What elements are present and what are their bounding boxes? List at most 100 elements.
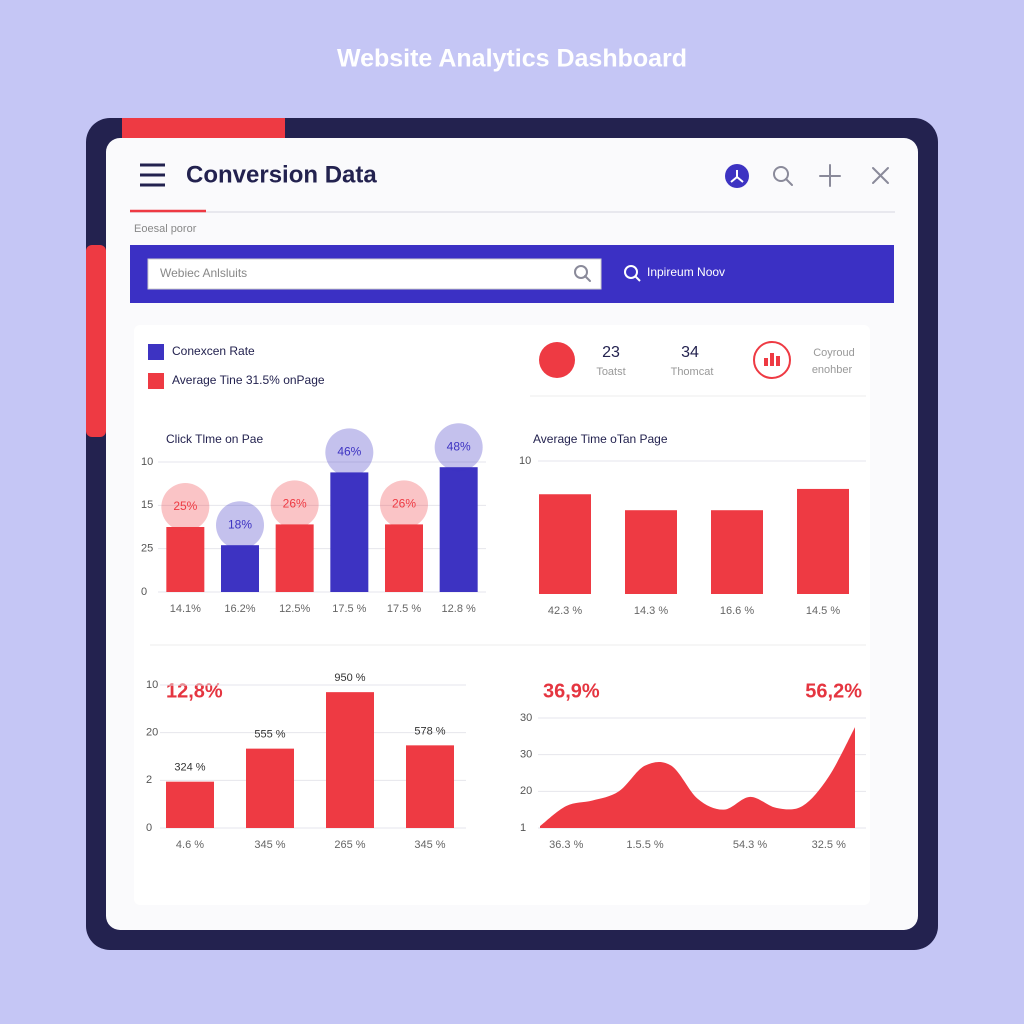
chart-title: Average Time oTan Page [533, 432, 668, 446]
y-axis-label: 10 [146, 679, 158, 691]
y-axis-label: 2 [146, 774, 152, 786]
y-axis-label: 20 [146, 727, 158, 739]
data-label: 25% [173, 499, 197, 513]
x-tick-label: 12.5% [279, 603, 310, 615]
search-glyph [574, 265, 588, 279]
data-label: 324 % [174, 762, 205, 774]
data-label: 26% [392, 497, 416, 511]
y-axis-label: 25 [141, 543, 153, 555]
legend-label: Conexcen Rate [172, 344, 255, 358]
search-glyph [773, 166, 789, 182]
x-tick-label: 345 % [414, 839, 445, 851]
stat-label: Thomcat [671, 366, 714, 378]
header-title: Conversion Data [186, 161, 377, 188]
data-label: 18% [228, 517, 252, 531]
label-bubble [161, 483, 210, 531]
glyph-bar [770, 353, 774, 366]
bar [385, 524, 423, 592]
search-button[interactable]: Inpireum Noov [624, 265, 725, 282]
stat-label: Coyroud [813, 347, 855, 359]
y-axis-label: 0 [141, 586, 147, 598]
x-tick-label: 14.3 % [634, 605, 668, 617]
bar [625, 510, 677, 594]
area [540, 727, 855, 828]
accent-top [122, 118, 285, 140]
bar [275, 524, 314, 592]
add-icon[interactable] [819, 164, 841, 187]
bar [330, 472, 369, 592]
search-input[interactable]: Webiec Anlsluits [147, 258, 602, 290]
search-glyph [785, 178, 793, 186]
glyph-bar [764, 358, 768, 366]
stat-label: Toatst [596, 366, 625, 378]
annotation: 56,2% [805, 680, 862, 702]
chart-title: Click Tlme on Pae [166, 432, 263, 446]
stat-icon [539, 342, 575, 378]
label-bubble [434, 423, 483, 472]
data-label: 555 % [254, 729, 285, 741]
data-label: 46% [337, 445, 361, 459]
content-card [134, 325, 870, 905]
glyph-bar [776, 356, 780, 366]
search-icon[interactable] [773, 166, 793, 186]
x-tick-label: 345 % [254, 839, 285, 851]
bar [326, 692, 374, 828]
bar [439, 467, 478, 592]
label-bubble [380, 480, 428, 529]
data-label: 950 % [334, 672, 365, 684]
bar [221, 545, 259, 592]
search-glyph [584, 275, 591, 282]
x-tick-label: 32.5 % [812, 839, 846, 851]
stat-glyph [764, 353, 780, 366]
data-label: 26% [283, 497, 307, 511]
x-tick-label: 14.1% [170, 603, 201, 615]
label-bubble [270, 480, 319, 529]
y-axis-label: 1 [520, 822, 526, 834]
close-glyph [872, 167, 889, 184]
y-axis-label: 0 [146, 822, 152, 834]
header-subtitle: Eoesal poror [134, 223, 197, 235]
annotation: 36,9% [543, 680, 600, 702]
x-tick-label: 36.3 % [549, 839, 583, 851]
search-field [147, 258, 602, 290]
bar [406, 745, 454, 828]
x-tick-label: 1.5.5 % [626, 839, 664, 851]
button-glyph [634, 275, 641, 282]
y-axis-label: 20 [520, 785, 532, 797]
legend-label: Average Tine 31.5% onPage [172, 373, 325, 387]
x-tick-label: 12.8 % [442, 603, 476, 615]
y-axis-label: 15 [141, 499, 153, 511]
x-tick-label: 16.6 % [720, 605, 754, 617]
legend-swatch [148, 373, 164, 389]
label-bubble [216, 501, 264, 550]
profile-icon[interactable] [725, 164, 749, 188]
data-label: 48% [447, 439, 471, 453]
stat-value: 34 [681, 344, 699, 361]
bar [539, 494, 591, 594]
menu-button[interactable] [140, 163, 165, 187]
y-tick-label: 10 [519, 455, 531, 467]
y-axis-label: 30 [520, 749, 532, 761]
bar [797, 488, 849, 594]
x-tick-label: 14.5 % [806, 605, 840, 617]
x-tick-label: 17.5 % [332, 603, 366, 615]
x-tick-label: 42.3 % [548, 605, 582, 617]
bar [166, 527, 205, 592]
accent-side [86, 245, 106, 437]
stat-value: 23 [602, 344, 620, 361]
page-title: Website Analytics Dashboard [337, 45, 687, 73]
legend-swatch [148, 344, 164, 360]
button-glyph [624, 265, 638, 279]
close-icon[interactable] [872, 167, 889, 184]
x-tick-label: 54.3 % [733, 839, 767, 851]
annotation: 12,8% [166, 680, 223, 702]
y-axis-label: 30 [520, 712, 532, 724]
y-axis-label: 10 [141, 456, 153, 468]
bar [711, 510, 763, 594]
bar [246, 748, 294, 828]
stat-label: enohber [812, 364, 853, 376]
profile-glyph [730, 170, 744, 183]
label-bubble [325, 428, 374, 477]
